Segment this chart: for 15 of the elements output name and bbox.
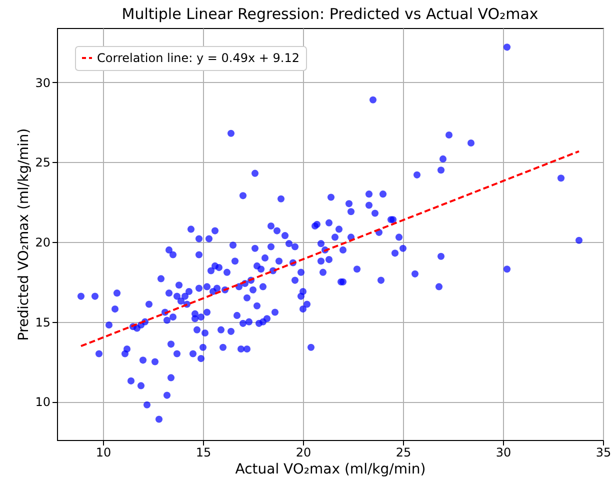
chart-title: Multiple Linear Regression: Predicted vs Actual VO₂max [122,5,538,23]
x-tick-label: 35 [596,446,612,460]
x-axis-title: Actual VO₂max (ml/kg/min) [235,462,426,478]
y-tick-label: 10 [35,395,50,410]
y-tick-label: 25 [35,156,50,170]
x-tick-label: 25 [396,446,412,460]
y-tick-label: 30 [35,76,50,90]
legend-label: Correlation line: y = 0.49x + 9.12 [97,51,300,65]
y-tick-label: 15 [35,315,50,330]
y-axis-title: Predicted VO₂max (ml/kg/min) [16,128,32,341]
x-tick-label: 30 [496,446,512,460]
x-tick-label: 15 [196,446,212,460]
y-tick-label: 20 [35,235,50,250]
x-tick-label: 10 [96,446,112,460]
x-tick-label: 20 [296,446,312,460]
